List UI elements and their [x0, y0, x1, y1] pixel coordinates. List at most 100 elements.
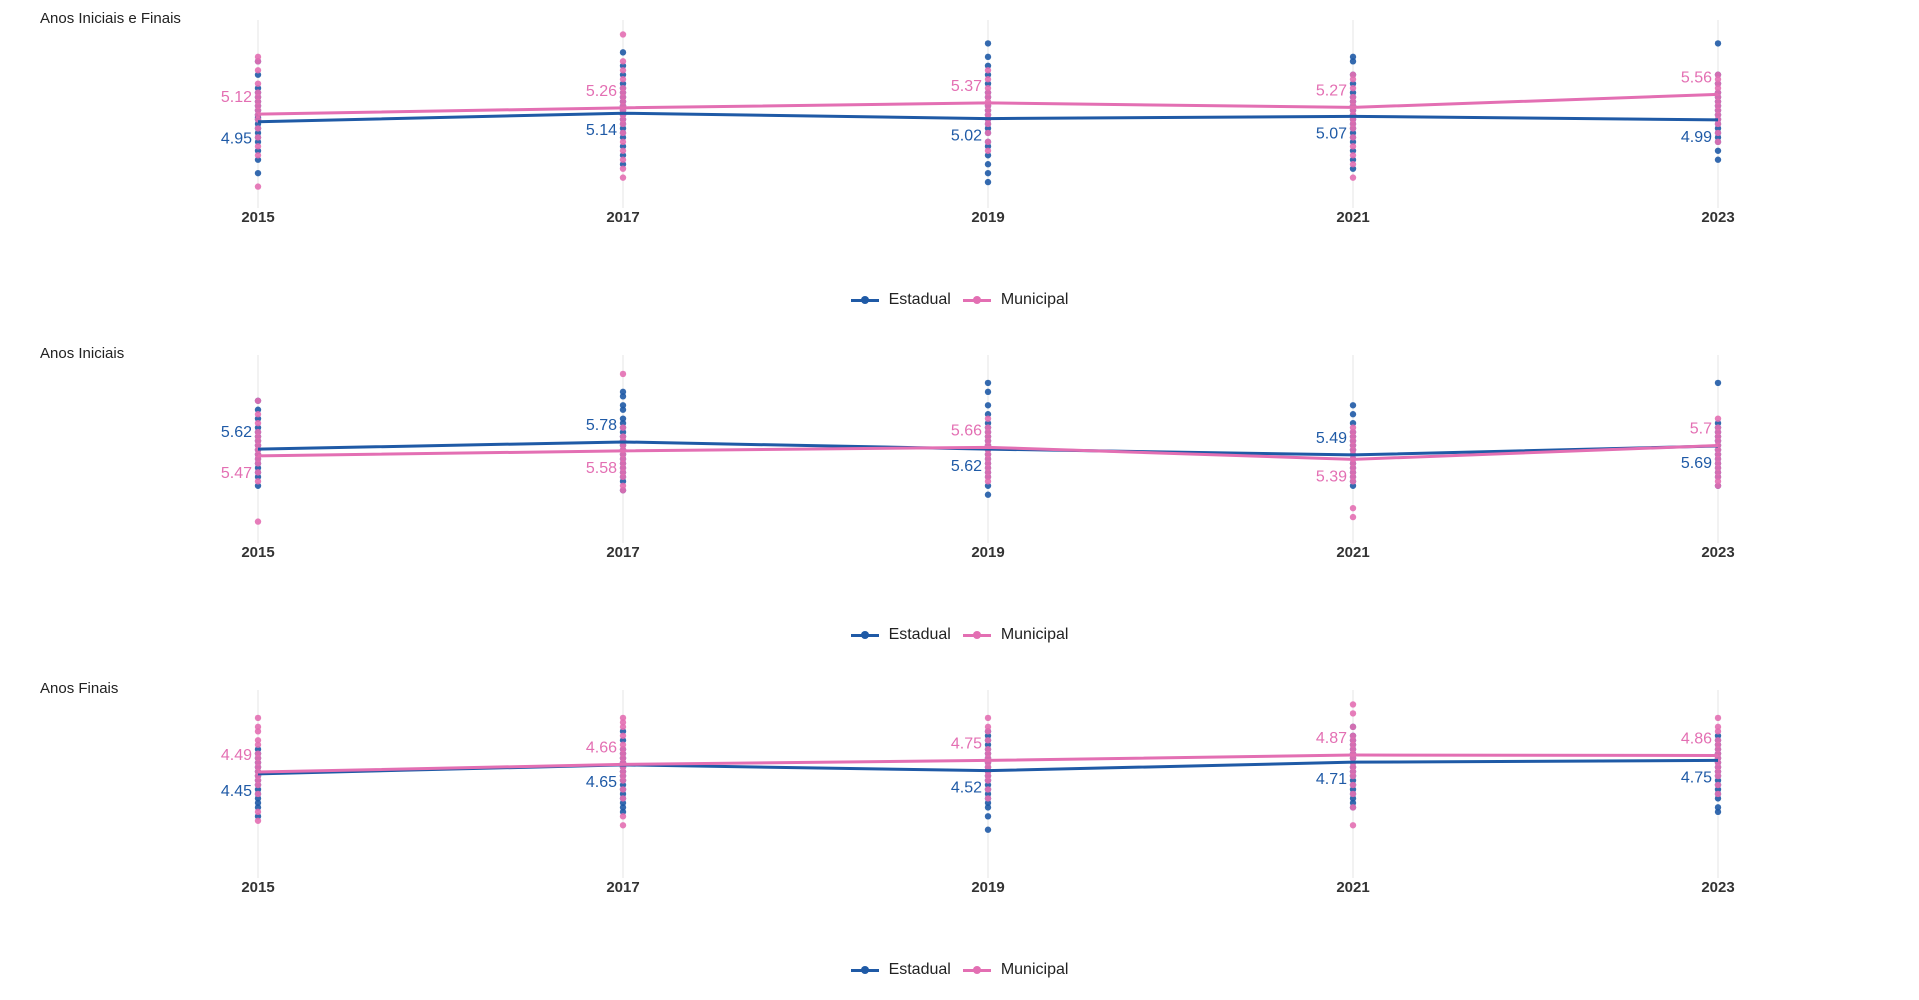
data-point-municipal [1714, 76, 1722, 83]
data-point-estadual [984, 143, 992, 150]
data-point-municipal [1714, 790, 1722, 798]
data-point-municipal [1349, 746, 1357, 753]
data-point-municipal [1714, 424, 1722, 431]
data-point-estadual [619, 737, 627, 744]
data-point-estadual [1714, 156, 1722, 163]
data-point-estadual [619, 393, 627, 400]
data-point-municipal [254, 781, 262, 789]
data-point-municipal [254, 80, 262, 87]
data-point-municipal [619, 147, 627, 154]
value-label-estadual: 5.14 [586, 122, 617, 139]
legend-label-estadual: Estadual [888, 291, 951, 308]
data-point-municipal [1714, 772, 1722, 780]
data-point-municipal [254, 67, 262, 74]
legend-item-estadual: Estadual [850, 291, 951, 309]
data-point-estadual [984, 125, 992, 132]
data-point-estadual [984, 790, 992, 798]
data-point-estadual [1349, 795, 1357, 802]
data-point-municipal [1714, 120, 1722, 128]
data-point-estadual [254, 138, 262, 146]
data-point-municipal [1714, 482, 1722, 489]
data-point-municipal [254, 89, 262, 96]
data-point-municipal [619, 754, 627, 762]
value-label-estadual: 4.95 [221, 131, 252, 148]
data-point-municipal [1714, 473, 1722, 481]
series-line-estadual [257, 440, 1719, 457]
legend-item-municipal: Municipal [962, 291, 1068, 309]
data-point-municipal [254, 455, 262, 463]
data-point-estadual [619, 71, 627, 78]
legend-key-municipal [962, 294, 991, 306]
data-point-estadual [984, 804, 992, 811]
data-point-municipal [1349, 804, 1357, 811]
data-point-municipal [1349, 107, 1357, 114]
data-point-municipal [619, 84, 627, 92]
chart-title: Anos Iniciais [40, 345, 125, 362]
value-label-municipal: 5.39 [1316, 468, 1347, 485]
data-point-municipal [984, 786, 992, 793]
value-label-estadual: 4.65 [586, 774, 617, 791]
data-point-estadual [619, 143, 627, 150]
legend-item-estadual: Estadual [850, 961, 951, 979]
data-point-municipal [1349, 161, 1357, 168]
data-point-municipal [619, 455, 627, 463]
chart-legend: Estadual Municipal [0, 291, 1919, 309]
data-point-municipal [619, 174, 627, 181]
series-line-municipal [257, 444, 1719, 461]
data-point-municipal [254, 808, 262, 816]
data-point-municipal [619, 460, 627, 467]
legend-item-estadual: Estadual [850, 626, 951, 644]
legend-item-municipal: Municipal [962, 626, 1068, 644]
data-point-estadual [254, 71, 262, 78]
value-label-municipal: 5.12 [221, 89, 252, 106]
chart-panel-anos-iniciais-e-finais: Anos Iniciais e Finais 2015 2017 2019 2021 2… [0, 0, 1919, 330]
data-point-estadual [254, 156, 262, 163]
chart-plot: 2015 2017 2019 2021 2023 4.45 4.65 4.52 4.71 4.75… [221, 690, 1735, 896]
value-label-municipal: 4.75 [951, 735, 982, 752]
value-label-municipal: 4.66 [586, 739, 617, 756]
data-point-estadual [1349, 482, 1357, 489]
data-point-estadual [254, 129, 262, 137]
data-point-municipal [1714, 433, 1722, 440]
data-point-municipal [1714, 84, 1722, 92]
data-point-municipal [984, 455, 992, 463]
data-point-municipal [254, 728, 262, 735]
data-point-estadual [1349, 147, 1357, 154]
data-point-municipal [619, 741, 627, 748]
data-point-municipal [254, 411, 262, 418]
data-point-municipal [1349, 93, 1357, 101]
data-point-municipal [984, 469, 992, 476]
data-point-municipal [1349, 768, 1357, 775]
data-point-municipal [984, 147, 992, 154]
x-tick-label: 2023 [1701, 209, 1734, 226]
data-point-estadual [254, 799, 262, 807]
data-point-municipal [1349, 781, 1357, 789]
data-point-estadual [1349, 80, 1357, 87]
data-point-estadual [1349, 419, 1357, 427]
chart-plot: 2015 2017 2019 2021 2023 5.62 5.78 5.62 5.49 5.69… [221, 355, 1735, 561]
data-point-municipal [1349, 754, 1357, 762]
data-point-estadual [1349, 777, 1357, 784]
data-point-municipal [254, 134, 262, 141]
data-point-estadual [254, 473, 262, 481]
data-point-municipal [984, 129, 992, 137]
data-point-municipal [1349, 460, 1357, 467]
data-point-municipal [1349, 822, 1357, 829]
data-point-municipal [1349, 125, 1357, 132]
data-point-municipal [984, 93, 992, 101]
data-point-municipal [619, 76, 627, 83]
data-point-estadual [619, 419, 627, 427]
data-point-municipal [1349, 71, 1357, 78]
data-point-municipal [984, 772, 992, 780]
data-point-municipal [254, 478, 262, 485]
data-point-municipal [1714, 71, 1722, 78]
series-line-estadual [257, 111, 1719, 124]
data-point-municipal [254, 397, 262, 404]
data-point-municipal [984, 433, 992, 440]
data-point-municipal [254, 98, 262, 105]
data-point-municipal [619, 813, 627, 820]
data-point-estadual [1714, 777, 1722, 784]
data-point-estadual [984, 411, 992, 418]
data-point-municipal [619, 777, 627, 784]
legend-item-municipal: Municipal [962, 961, 1068, 979]
